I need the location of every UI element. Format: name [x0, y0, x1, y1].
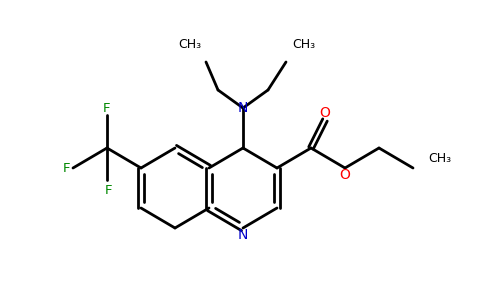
Text: CH₃: CH₃: [292, 38, 316, 52]
Text: O: O: [340, 168, 350, 182]
Text: F: F: [103, 101, 111, 115]
Text: O: O: [319, 106, 331, 120]
Text: CH₃: CH₃: [428, 152, 452, 164]
Text: N: N: [238, 101, 248, 115]
Text: F: F: [105, 184, 113, 196]
Text: N: N: [238, 228, 248, 242]
Text: CH₃: CH₃: [179, 38, 201, 52]
Text: F: F: [62, 161, 70, 175]
